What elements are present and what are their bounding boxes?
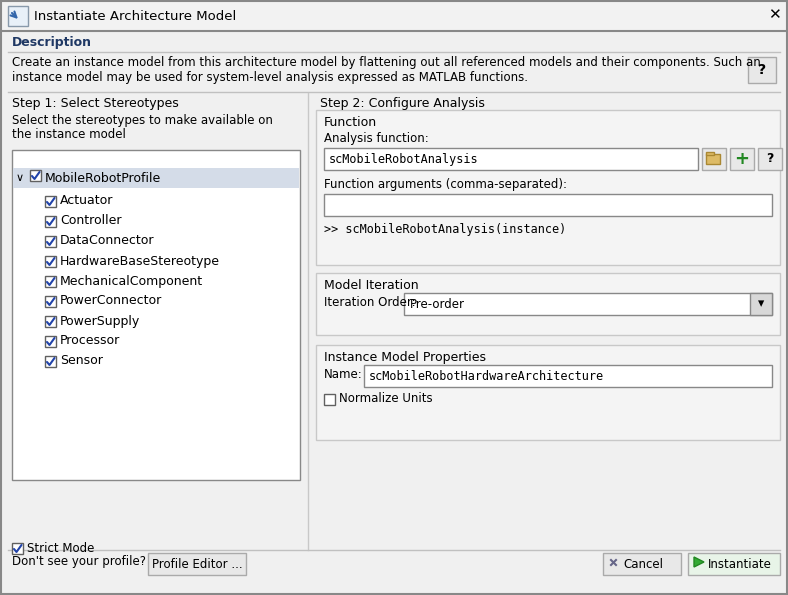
Bar [706, 154, 720, 164]
Text: ?: ? [766, 152, 774, 165]
Text: Controller: Controller [60, 215, 121, 227]
Bar [45, 356, 56, 367]
Text: Profile Editor ...: Profile Editor ... [151, 558, 243, 571]
Text: ▾: ▾ [758, 298, 764, 311]
Text: ∨: ∨ [16, 173, 24, 183]
Bar [12, 150, 300, 480]
Text: Name:: Name: [324, 368, 362, 381]
Text: the instance model: the instance model [12, 128, 126, 141]
Text: Strict Mode: Strict Mode [27, 541, 95, 555]
Text: Instance Model Properties: Instance Model Properties [324, 351, 486, 364]
Bar [30, 170, 41, 181]
Text: +: + [734, 150, 749, 168]
Text: Instantiate: Instantiate [708, 558, 772, 571]
Text: Iteration Order:: Iteration Order: [324, 296, 415, 309]
Text: Actuator: Actuator [60, 195, 113, 208]
Bar [45, 276, 56, 287]
Bar [13, 168, 299, 188]
Bar [316, 273, 780, 335]
Text: ?: ? [758, 63, 766, 77]
Bar [8, 6, 28, 26]
Bar [702, 148, 726, 170]
Bar [316, 345, 780, 440]
Bar [750, 293, 772, 315]
Text: Function arguments (comma-separated):: Function arguments (comma-separated): [324, 178, 567, 191]
Bar [12, 543, 23, 554]
Text: Processor: Processor [60, 334, 121, 347]
Bar [324, 194, 772, 216]
Text: Normalize Units: Normalize Units [339, 393, 433, 406]
Text: Description: Description [12, 36, 92, 49]
Text: Sensor: Sensor [60, 355, 103, 368]
Bar [603, 553, 681, 575]
Text: instance model may be used for system-level analysis expressed as MATLAB functio: instance model may be used for system-le… [12, 71, 528, 84]
Text: PowerConnector: PowerConnector [60, 295, 162, 308]
Text: Step 1: Select Stereotypes: Step 1: Select Stereotypes [12, 97, 179, 110]
Bar [404, 293, 772, 315]
Bar [758, 148, 782, 170]
Text: Cancel: Cancel [623, 558, 663, 571]
Bar [688, 553, 780, 575]
Text: ✕: ✕ [768, 8, 780, 23]
Bar [45, 256, 56, 267]
Bar [45, 196, 56, 207]
Bar [45, 216, 56, 227]
Text: Instantiate Architecture Model: Instantiate Architecture Model [34, 10, 236, 23]
Text: MobileRobotProfile: MobileRobotProfile [45, 171, 162, 184]
Polygon shape [694, 557, 704, 567]
Text: Model Iteration: Model Iteration [324, 279, 418, 292]
Text: DataConnector: DataConnector [60, 234, 154, 248]
Bar [45, 336, 56, 347]
Bar [364, 365, 772, 387]
Text: Step 2: Configure Analysis: Step 2: Configure Analysis [320, 97, 485, 110]
Text: PowerSupply: PowerSupply [60, 315, 140, 327]
Text: Don't see your profile?: Don't see your profile? [12, 555, 146, 568]
Text: Create an instance model from this architecture model by flattening out all refe: Create an instance model from this archi… [12, 56, 760, 69]
Bar [316, 110, 780, 265]
Text: scMobileRobotHardwareArchitecture: scMobileRobotHardwareArchitecture [369, 369, 604, 383]
Bar [324, 394, 335, 405]
Bar [45, 316, 56, 327]
Text: Function: Function [324, 116, 377, 129]
Text: HardwareBaseStereotype: HardwareBaseStereotype [60, 255, 220, 268]
Bar [45, 236, 56, 247]
Bar [1, 1, 787, 31]
Text: >> scMobileRobotAnalysis(instance): >> scMobileRobotAnalysis(instance) [324, 223, 567, 236]
Text: scMobileRobotAnalysis: scMobileRobotAnalysis [329, 152, 478, 165]
Text: Select the stereotypes to make available on: Select the stereotypes to make available… [12, 114, 273, 127]
Text: MechanicalComponent: MechanicalComponent [60, 274, 203, 287]
Text: Pre-order: Pre-order [410, 298, 465, 311]
Text: Analysis function:: Analysis function: [324, 132, 429, 145]
Bar [730, 148, 754, 170]
Bar [45, 296, 56, 307]
Bar [148, 553, 246, 575]
Bar [324, 148, 698, 170]
Bar [748, 57, 776, 83]
Bar [706, 152, 714, 155]
